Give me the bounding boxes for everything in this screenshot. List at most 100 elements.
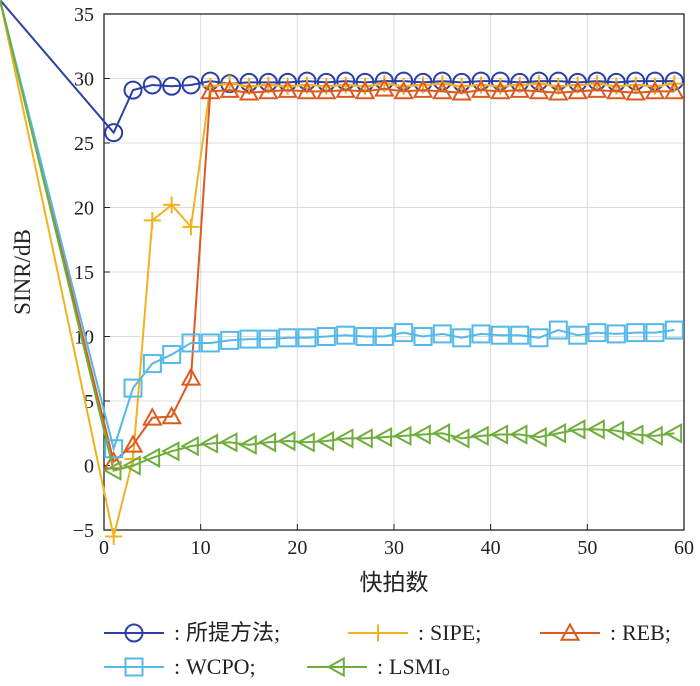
- data-point-wcpo: [394, 323, 414, 343]
- x-tick-label: 30: [384, 537, 404, 559]
- series-line-lsmi: [0, 0, 675, 472]
- legend-colon: :: [610, 620, 616, 645]
- x-tick-label: 10: [191, 537, 211, 559]
- data-point-proposed: [123, 80, 143, 100]
- data-point-sipe: [163, 196, 181, 214]
- data-point-lsmi: [393, 425, 412, 447]
- data-point-reb: [374, 78, 395, 97]
- data-point-reb: [335, 79, 356, 98]
- data-point-lsmi: [509, 424, 528, 445]
- data-point-lsmi: [586, 419, 605, 440]
- legend-marker: [369, 624, 387, 642]
- data-point-wcpo: [258, 329, 278, 349]
- data-point-reb: [316, 80, 337, 100]
- y-tick-label: 15: [74, 262, 94, 284]
- data-point-reb: [451, 82, 472, 101]
- series-layer: [0, 0, 685, 545]
- series-line-wcpo: [0, 0, 675, 453]
- data-point-reb: [142, 407, 163, 426]
- data-point-wcpo: [181, 333, 201, 353]
- data-point-wcpo: [297, 328, 317, 348]
- data-point-wcpo: [490, 325, 510, 345]
- data-point-reb: [296, 80, 318, 100]
- data-point-wcpo: [220, 330, 240, 350]
- data-point-lsmi: [567, 419, 586, 440]
- legend-label: LSMI。: [389, 654, 464, 679]
- data-point-sipe: [105, 527, 123, 545]
- legend-label: SIPE;: [430, 620, 481, 645]
- y-tick-label: 0: [84, 456, 94, 478]
- data-point-lsmi: [238, 434, 257, 456]
- x-tick-label: 20: [287, 537, 307, 559]
- data-point-lsmi: [354, 428, 373, 449]
- data-point-wcpo: [278, 328, 298, 348]
- legend-label: WCPO;: [186, 654, 256, 679]
- grid: [103, 13, 685, 531]
- data-point-lsmi: [373, 426, 393, 448]
- data-point-wcpo: [336, 325, 356, 345]
- legend-item-wcpo: : WCPO;: [104, 654, 256, 679]
- data-point-wcpo: [200, 333, 220, 353]
- data-point-wcpo: [104, 439, 124, 459]
- data-point-reb: [277, 79, 298, 98]
- data-point-wcpo: [432, 324, 452, 344]
- data-point-lsmi: [257, 432, 277, 453]
- data-point-lsmi: [528, 426, 547, 448]
- data-point-wcpo: [316, 327, 336, 346]
- series-lsmi: [0, 0, 683, 481]
- data-point-reb: [432, 80, 453, 100]
- data-point-reb: [412, 79, 434, 98]
- data-point-reb: [258, 80, 279, 100]
- data-point-sipe: [182, 218, 200, 236]
- legend-marker: [124, 657, 144, 677]
- data-point-wcpo: [471, 324, 491, 344]
- legend-label: 所提方法;: [186, 620, 280, 645]
- x-tick-label: 60: [674, 537, 694, 559]
- data-point-lsmi: [180, 435, 199, 457]
- data-point-wcpo: [529, 328, 549, 348]
- data-point-reb: [625, 82, 646, 101]
- data-point-reb: [528, 80, 550, 100]
- data-point-lsmi: [605, 420, 625, 441]
- legend-marker: [559, 622, 581, 641]
- data-point-lsmi: [547, 423, 567, 444]
- data-point-wcpo: [510, 325, 530, 345]
- data-point-lsmi: [141, 447, 161, 468]
- legend-colon: :: [377, 654, 383, 679]
- legend: : 所提方法;: SIPE;: REB;: WCPO;: LSMI。: [104, 620, 671, 679]
- data-point-reb: [509, 79, 530, 98]
- data-point-lsmi: [470, 425, 489, 447]
- data-point-reb: [354, 80, 376, 100]
- data-point-reb: [219, 79, 240, 98]
- series-wcpo: [0, 0, 684, 459]
- y-tick-label: 5: [84, 391, 94, 413]
- data-point-wcpo: [239, 329, 259, 349]
- data-point-reb: [548, 82, 569, 101]
- data-point-wcpo: [568, 325, 588, 345]
- data-point-lsmi: [122, 455, 141, 476]
- y-tick-label: 20: [74, 198, 94, 220]
- data-point-reb: [180, 367, 202, 386]
- series-line-reb: [0, 0, 675, 464]
- legend-item-lsmi: : LSMI。: [307, 654, 464, 679]
- data-point-lsmi: [199, 433, 219, 454]
- legend-marker: [326, 656, 345, 678]
- data-point-lsmi: [451, 428, 470, 449]
- data-point-wcpo: [645, 323, 665, 343]
- x-tick-label: 40: [481, 537, 501, 559]
- x-axis-label: 快拍数: [360, 570, 429, 595]
- legend-colon: :: [418, 620, 424, 645]
- data-point-lsmi: [335, 428, 354, 449]
- data-point-reb: [122, 434, 144, 453]
- y-tick-label: −5: [73, 520, 94, 542]
- data-point-reb: [470, 79, 492, 98]
- data-point-wcpo: [142, 354, 162, 374]
- series-line-proposed: [0, 0, 675, 135]
- legend-label: REB;: [622, 620, 671, 645]
- data-point-wcpo: [413, 327, 433, 346]
- legend-item-sipe: : SIPE;: [348, 620, 481, 645]
- data-point-reb: [644, 80, 666, 100]
- data-point-wcpo: [162, 345, 182, 365]
- legend-colon: :: [174, 654, 180, 679]
- data-point-reb: [664, 80, 685, 100]
